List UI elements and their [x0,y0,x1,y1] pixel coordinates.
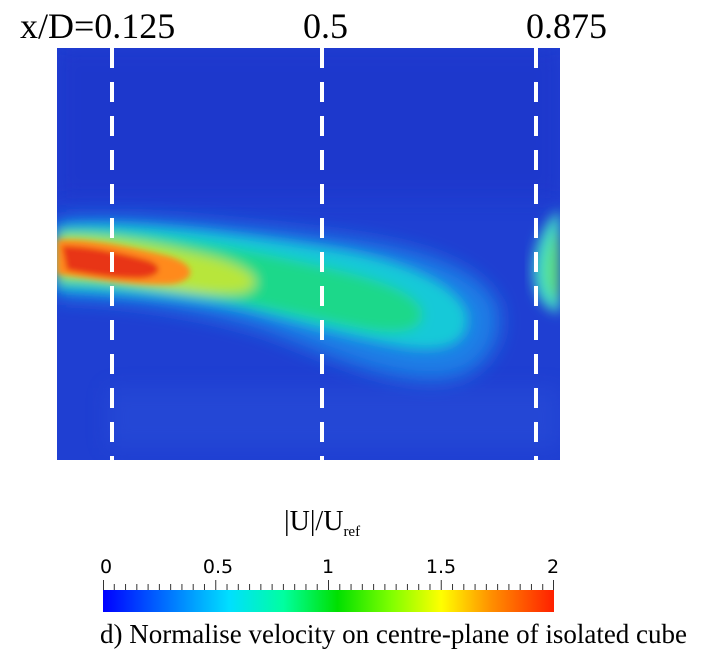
field-upper-shade [57,48,560,198]
colorbar-tick-label-15: 1.5 [425,556,457,578]
line-label-0125: x/D=0.125 [20,6,176,46]
right-edge-green [545,228,560,300]
colorbar-tick-label-0: 0 [99,556,113,578]
colorbar [103,590,554,612]
figure-caption: d) Normalise velocity on centre-plane of… [100,619,688,649]
colorbar-tick-label-2: 2 [546,556,560,578]
lower-shade-band [107,388,560,448]
colorbar-tick-label-05: 0.5 [202,556,234,578]
line-label-0875: 0.875 [526,6,607,46]
colorbar-tick-label-1: 1 [321,556,335,578]
colorbar-ticks [103,580,554,592]
colorbar-title: |U|/Uref [284,506,361,540]
line-label-05: 0.5 [303,6,348,46]
velocity-contour-plot [57,48,560,460]
